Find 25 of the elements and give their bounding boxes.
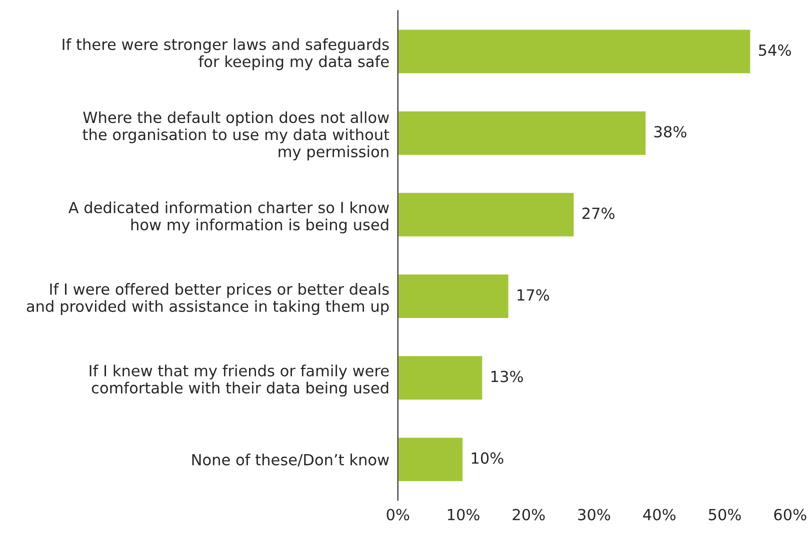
y-tick-label: If there were stronger laws and safeguards for keeping my data safe xyxy=(62,38,389,70)
x-tick-label: 10% xyxy=(448,508,480,520)
x-tick-label: 30% xyxy=(578,508,610,520)
y-tick-label: Where the default option does not allow the organisation to use my data without my permission xyxy=(82,111,390,160)
y-tick-label: None of these/Don’t know xyxy=(192,454,389,467)
y-tick-label: A dedicated information charter so I know how my information is being used xyxy=(68,201,389,234)
bar xyxy=(398,28,752,75)
bar xyxy=(398,436,464,483)
x-tick-label: 0% xyxy=(386,508,410,520)
y-tick-label: If I knew that my friends or family were comfortable with their data being used xyxy=(90,364,389,397)
data-label: 10% xyxy=(472,452,504,464)
data-label: 17% xyxy=(518,289,550,301)
bar xyxy=(398,354,484,401)
bar xyxy=(398,110,647,156)
y-tick-label: If I were offered better prices or better deals and provided with assistance in taking them up xyxy=(26,283,389,315)
bar xyxy=(398,273,510,320)
x-tick-label: 40% xyxy=(643,508,676,520)
x-tick-label: 60% xyxy=(774,508,806,520)
x-tick-label: 50% xyxy=(708,508,741,520)
data-label: 38% xyxy=(654,126,686,138)
data-label: 27% xyxy=(582,208,614,220)
data-label: 13% xyxy=(491,370,523,382)
data-label: 54% xyxy=(758,44,791,56)
x-tick-label: 20% xyxy=(512,508,545,520)
bar xyxy=(398,192,576,238)
